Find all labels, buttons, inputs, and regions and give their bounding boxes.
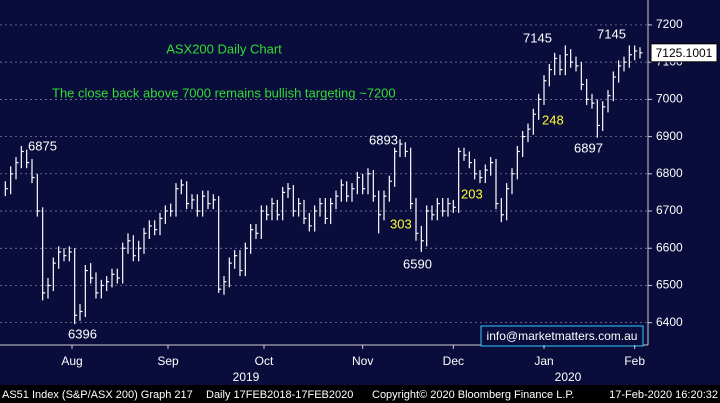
footer-timestamp: 17-Feb-2020 16:20:32	[609, 389, 718, 401]
status-bar	[0, 385, 720, 403]
annotations: 6875 6396 6893 303 6590 203 7145 248 689…	[28, 26, 626, 341]
y-tick-label: 6700	[656, 203, 683, 217]
annotation: 6897	[574, 140, 603, 155]
y-tick-label: 6800	[656, 166, 683, 180]
x-tick-label: Dec	[443, 354, 464, 368]
contact-box	[480, 325, 644, 347]
x-tick-label: Sep	[157, 354, 179, 368]
y-tick-label: 6500	[656, 278, 683, 292]
x-tick-label: Feb	[624, 354, 645, 368]
annotation: 303	[390, 216, 412, 231]
chart-subtitle: The close back above 7000 remains bullis…	[52, 85, 396, 100]
x-tick-label: Jan	[534, 354, 553, 368]
annotation: 6590	[403, 256, 432, 271]
y-tick-label: 6400	[656, 315, 683, 329]
y-tick-label: 7200	[656, 17, 683, 31]
x-tick-label: Nov	[352, 354, 373, 368]
annotation: 7145	[597, 26, 626, 41]
last-price: 7125.1001	[656, 46, 713, 60]
x-tick-label: Aug	[61, 354, 82, 368]
footer-range: Daily 17FEB2018-17FEB2020	[206, 389, 353, 401]
price-bars	[4, 45, 643, 325]
annotation: 6396	[68, 326, 97, 341]
contact: info@marketmatters.com.au	[487, 329, 638, 343]
chart-title: ASX200 Daily Chart	[166, 41, 282, 56]
footer-security: AS51 Index (S&P/ASX 200) Graph 217	[2, 389, 193, 401]
annotation: 6875	[28, 138, 57, 153]
annotation: 248	[542, 112, 564, 127]
x-tick-label: Oct	[255, 354, 274, 368]
y-tick-label: 6900	[656, 129, 683, 143]
background	[0, 0, 720, 385]
annotation: 7145	[523, 30, 552, 45]
footer-copyright: Copyright© 2020 Bloomberg Finance L.P.	[372, 389, 574, 401]
year-label: 2020	[555, 370, 582, 384]
y-tick-label: 7000	[656, 92, 683, 106]
last-price-box	[650, 43, 718, 63]
annotation: 203	[461, 186, 483, 201]
annotation: 6893	[369, 132, 398, 147]
year-label: 2019	[233, 370, 260, 384]
y-tick-label: 6600	[656, 240, 683, 254]
